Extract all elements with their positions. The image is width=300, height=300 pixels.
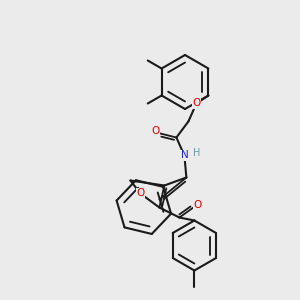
Text: O: O: [192, 98, 200, 109]
Text: O: O: [136, 188, 145, 199]
Text: O: O: [193, 200, 202, 209]
Text: N: N: [181, 151, 188, 160]
Text: O: O: [151, 127, 160, 136]
Text: H: H: [193, 148, 200, 158]
